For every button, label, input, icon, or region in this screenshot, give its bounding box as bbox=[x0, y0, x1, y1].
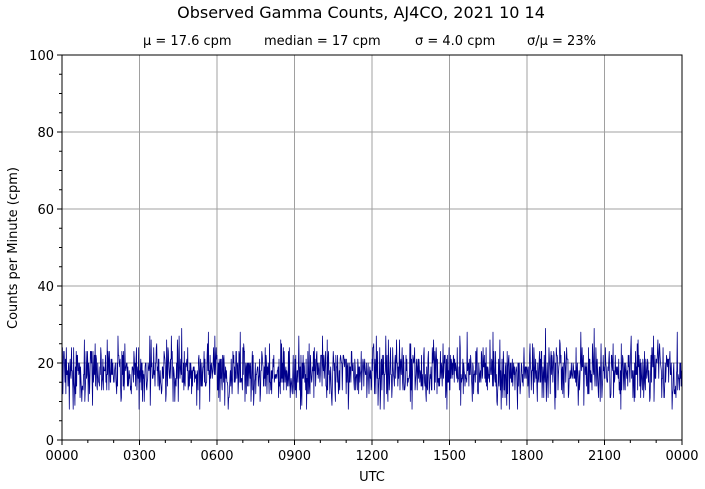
x-tick-label: 0000 bbox=[45, 449, 78, 464]
x-axis-label: UTC bbox=[359, 470, 385, 485]
x-tick-label: 1200 bbox=[355, 449, 388, 464]
x-tick-label: 0300 bbox=[123, 449, 156, 464]
series-group bbox=[61, 327, 682, 410]
gamma-count-series-line bbox=[61, 327, 682, 410]
y-axis-label: Counts per Minute (cpm) bbox=[6, 167, 21, 329]
x-tick-label: 2100 bbox=[588, 449, 621, 464]
x-tick-label: 0600 bbox=[200, 449, 233, 464]
grid bbox=[62, 55, 682, 440]
y-axis: 0 20 40 60 80 100 bbox=[29, 49, 62, 449]
x-tick-label: 0000 bbox=[665, 449, 698, 464]
x-tick-label: 1500 bbox=[433, 449, 466, 464]
y-tick-label: 60 bbox=[37, 203, 54, 218]
stat-sigma: σ = 4.0 cpm bbox=[415, 34, 495, 49]
x-tick-label: 0900 bbox=[278, 449, 311, 464]
stat-median: median = 17 cpm bbox=[264, 34, 381, 49]
y-tick-label: 100 bbox=[29, 49, 54, 64]
y-tick-label: 80 bbox=[37, 126, 54, 141]
stat-mean: μ = 17.6 cpm bbox=[143, 34, 232, 49]
chart-title: Observed Gamma Counts, AJ4CO, 2021 10 14 bbox=[177, 3, 545, 22]
y-tick-label: 40 bbox=[37, 280, 54, 295]
y-tick-label: 0 bbox=[46, 434, 54, 449]
y-tick-label: 20 bbox=[37, 357, 54, 372]
stat-ratio: σ/μ = 23% bbox=[527, 34, 596, 49]
x-tick-label: 1800 bbox=[510, 449, 543, 464]
x-axis: 0000 0300 0600 0900 1200 1500 1800 2100 0000 bbox=[45, 440, 699, 464]
